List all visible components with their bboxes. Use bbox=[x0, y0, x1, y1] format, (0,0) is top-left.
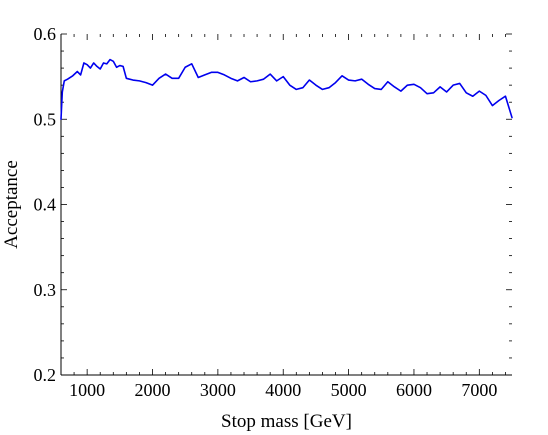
y-tick-label: 0.3 bbox=[34, 280, 57, 300]
y-axis-label: Acceptance bbox=[1, 160, 22, 249]
series-group bbox=[60, 58, 513, 121]
axis-tick-labels: 1000 2000 3000 4000 5000 6000 7000 0.2 0.3 0.4 0.5… bbox=[34, 24, 498, 400]
x-tick-label: 7000 bbox=[461, 380, 497, 400]
series-line bbox=[60, 58, 513, 121]
axis-ticks bbox=[60, 33, 512, 376]
y-tick-label: 0.2 bbox=[34, 365, 57, 385]
plot-axes bbox=[60, 34, 512, 376]
x-tick-label: 6000 bbox=[396, 380, 432, 400]
y-tick-label: 0.4 bbox=[34, 195, 57, 215]
x-tick-label: 1000 bbox=[69, 380, 105, 400]
x-tick-label: 4000 bbox=[265, 380, 301, 400]
x-tick-label: 5000 bbox=[331, 380, 367, 400]
x-axis-label: Stop mass [GeV] bbox=[221, 411, 352, 432]
y-tick-label: 0.6 bbox=[34, 24, 57, 44]
y-tick-label: 0.5 bbox=[34, 109, 57, 129]
x-tick-label: 3000 bbox=[200, 380, 236, 400]
x-tick-label: 2000 bbox=[135, 380, 171, 400]
